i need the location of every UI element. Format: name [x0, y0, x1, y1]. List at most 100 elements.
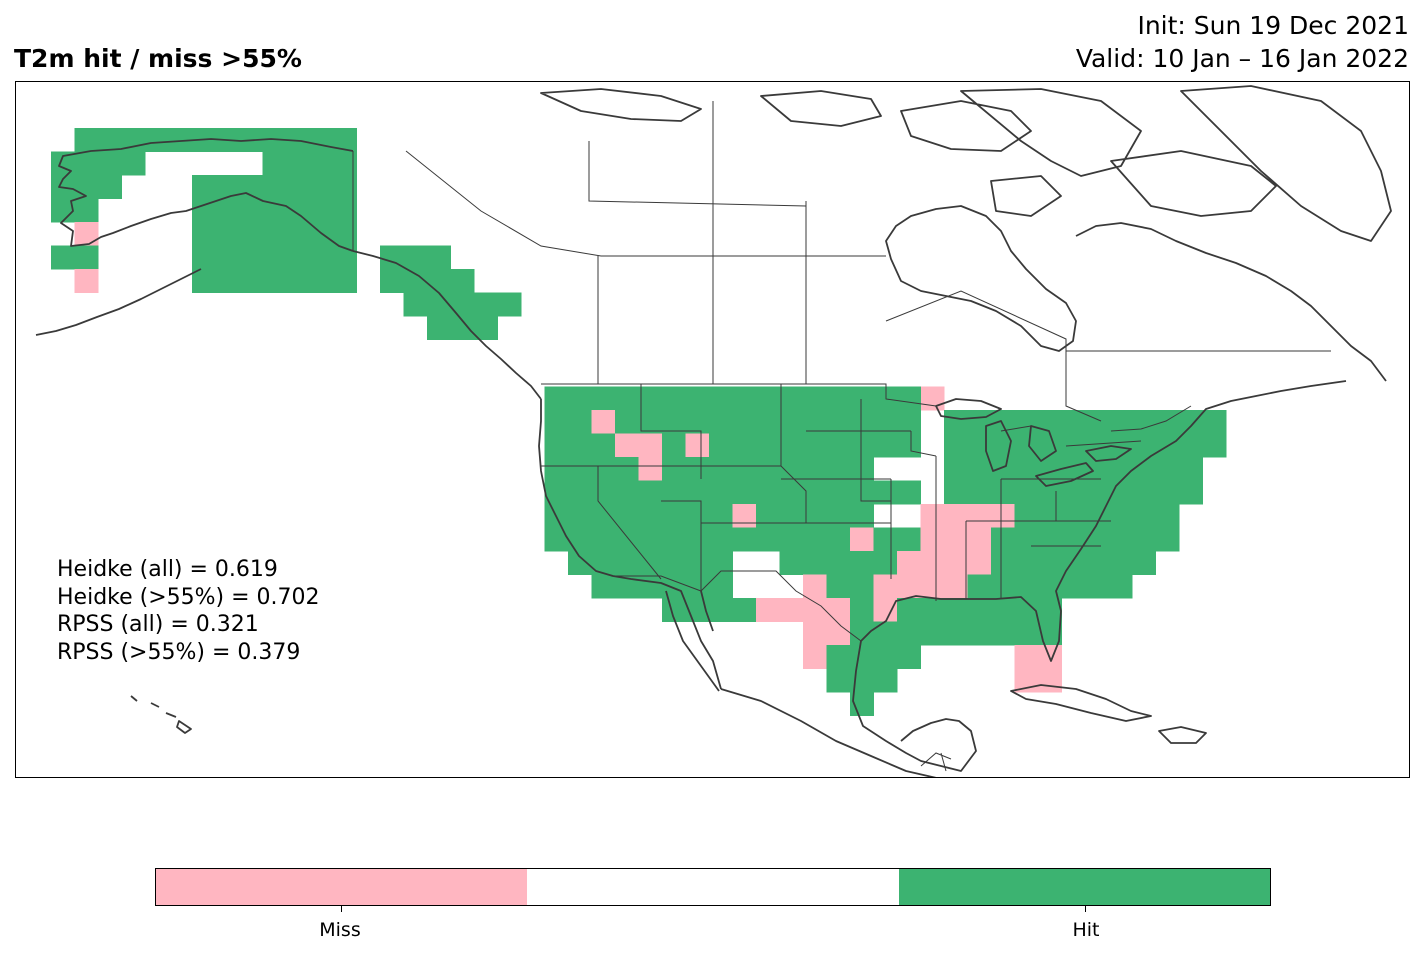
hit-cell [51, 245, 99, 270]
hit-cell [262, 151, 334, 176]
hispaniola [1158, 726, 1207, 744]
colorbar [155, 868, 1271, 906]
miss-cell [74, 269, 99, 293]
labrador-coast [1075, 222, 1387, 382]
canada-provinces [405, 101, 1331, 422]
us-mexico-border [611, 570, 862, 642]
hit-cell [544, 527, 710, 552]
heidke-all: Heidke (all) = 0.619 [57, 557, 278, 582]
hit-cell [709, 574, 733, 599]
map-panel [15, 81, 1410, 778]
hit-cell [544, 504, 686, 528]
miss-cell [615, 433, 663, 458]
hit-cell [826, 668, 898, 693]
colorbar-neutral-segment [527, 869, 899, 905]
hudson-bay [885, 205, 1077, 352]
hit-cell [944, 480, 1203, 505]
hit-cell [192, 269, 357, 293]
hit-cell [897, 621, 1062, 646]
miss-cell [638, 457, 663, 481]
alaska-south-coast [352, 250, 542, 400]
hit-cell [450, 269, 475, 293]
hit-cell [662, 433, 686, 458]
miss-cell [803, 621, 851, 646]
hit-cell [709, 433, 921, 458]
miss-cell [897, 551, 992, 575]
hit-cell [51, 198, 99, 223]
hit-cell [192, 198, 357, 223]
hit-cell [380, 269, 451, 293]
gulf-coast [852, 380, 1347, 772]
baja-coast [665, 590, 720, 692]
hit-cell [944, 457, 1203, 481]
map-title: T2m hit / miss >55% [14, 44, 302, 73]
valid-range: Valid: 10 Jan – 16 Jan 2022 [1075, 44, 1409, 73]
miss-cell [873, 574, 968, 599]
miss-cell [756, 598, 851, 622]
us-west-coast [538, 399, 722, 690]
score-box: Heidke (all) = 0.619 Heidke (>55%) = 0.7… [57, 556, 320, 666]
hit-cell [779, 551, 898, 575]
miss-cell [1014, 645, 1062, 669]
hit-cell [826, 645, 921, 669]
hit-cell [544, 433, 616, 458]
great-lakes [935, 398, 1132, 487]
hit-cell [380, 245, 451, 270]
hit-cell [192, 245, 357, 270]
hit-cell [662, 457, 874, 481]
hit-cell [474, 292, 522, 317]
miss-cell [685, 433, 710, 458]
hit-cell [544, 386, 921, 411]
cuba [1010, 684, 1152, 722]
hit-cell [991, 527, 1180, 552]
hit-cell [591, 574, 710, 599]
hit-cell [991, 551, 1156, 575]
us-states [541, 384, 1142, 601]
colorbar-label-hit: Hit [1072, 919, 1100, 941]
init-date: Init: Sun 19 Dec 2021 [1137, 11, 1409, 40]
miss-cell [920, 504, 945, 528]
hit-cell [873, 527, 921, 552]
miss-cell [920, 527, 992, 552]
hit-cell [544, 457, 639, 481]
hit-cell [826, 574, 874, 599]
colorbar-hit-segment [898, 869, 1270, 905]
hit-cell [685, 504, 733, 528]
map-lines [35, 85, 1392, 777]
hit-cell [850, 621, 898, 646]
miss-cell [732, 504, 757, 528]
heidke-above-55: Heidke (>55%) = 0.702 [57, 584, 320, 610]
political-borders [352, 101, 1331, 772]
hit-cell [615, 410, 921, 434]
alaska-coastline [58, 138, 354, 252]
miss-cell [850, 527, 874, 552]
miss-cell [591, 410, 616, 434]
hit-cell [967, 574, 1133, 599]
hit-cell [850, 598, 874, 622]
hit-cell [192, 175, 357, 199]
hawaii [130, 695, 192, 734]
hit-cell [568, 551, 710, 575]
alaska-peninsula [35, 268, 202, 336]
miss-cell [873, 598, 898, 622]
colorbar-tick-hit [1085, 906, 1086, 912]
hit-cell [544, 410, 592, 434]
colorbar-tick-miss [341, 906, 342, 912]
hit-cell [1061, 410, 1227, 434]
miss-cell [803, 574, 827, 599]
rpss-above-55: RPSS (>55%) = 0.379 [57, 639, 301, 665]
hit-cell [192, 222, 357, 246]
mexico-pacific-coast [720, 688, 937, 777]
arctic-islands [540, 85, 1392, 242]
hit-cell [709, 527, 851, 552]
colorbar-miss-segment [156, 869, 528, 905]
miss-cell [74, 222, 99, 246]
central-america-borders [920, 752, 952, 772]
colorbar-label-miss: Miss [319, 919, 361, 941]
hit-cell [756, 504, 874, 528]
rpss-all: RPSS (all) = 0.321 [57, 612, 259, 637]
north-america-map [35, 85, 1392, 777]
forecast-cells [51, 128, 1227, 716]
miss-cell [803, 645, 827, 669]
hit-cell [709, 598, 757, 622]
